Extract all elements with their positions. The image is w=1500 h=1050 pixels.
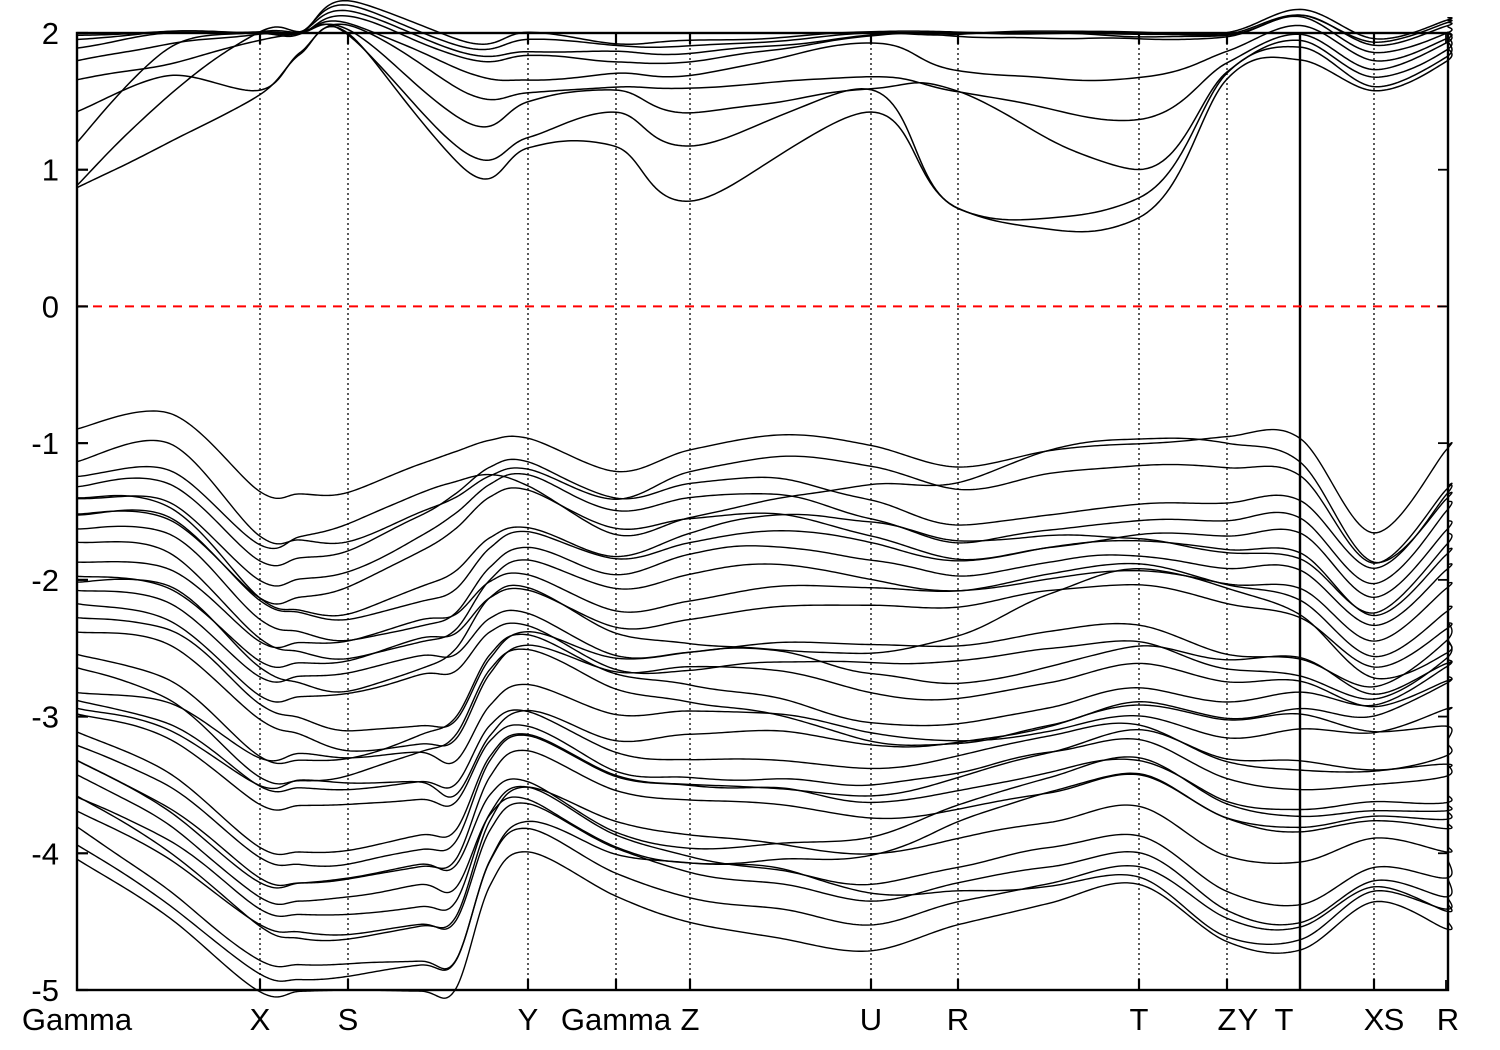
svg-text:1: 1 <box>42 153 59 188</box>
svg-text:X: X <box>250 1002 271 1037</box>
svg-text:-2: -2 <box>31 563 59 598</box>
svg-text:R: R <box>947 1002 969 1037</box>
svg-text:Y: Y <box>1238 1002 1259 1037</box>
svg-text:2: 2 <box>42 16 59 51</box>
svg-text:-3: -3 <box>31 700 59 735</box>
svg-text:U: U <box>860 1002 882 1037</box>
svg-text:T: T <box>1130 1002 1149 1037</box>
svg-text:-1: -1 <box>31 426 59 461</box>
svg-text:X: X <box>1364 1002 1385 1037</box>
svg-text:0: 0 <box>42 289 59 324</box>
svg-text:S: S <box>338 1002 359 1037</box>
svg-text:T: T <box>1275 1002 1294 1037</box>
svg-text:Z: Z <box>1218 1002 1237 1037</box>
svg-text:Gamma: Gamma <box>22 1002 133 1037</box>
svg-text:R: R <box>1437 1002 1459 1037</box>
svg-text:Y: Y <box>518 1002 539 1037</box>
svg-text:-4: -4 <box>31 836 59 871</box>
svg-text:S: S <box>1384 1002 1405 1037</box>
svg-text:Gamma: Gamma <box>561 1002 672 1037</box>
svg-text:Z: Z <box>681 1002 700 1037</box>
